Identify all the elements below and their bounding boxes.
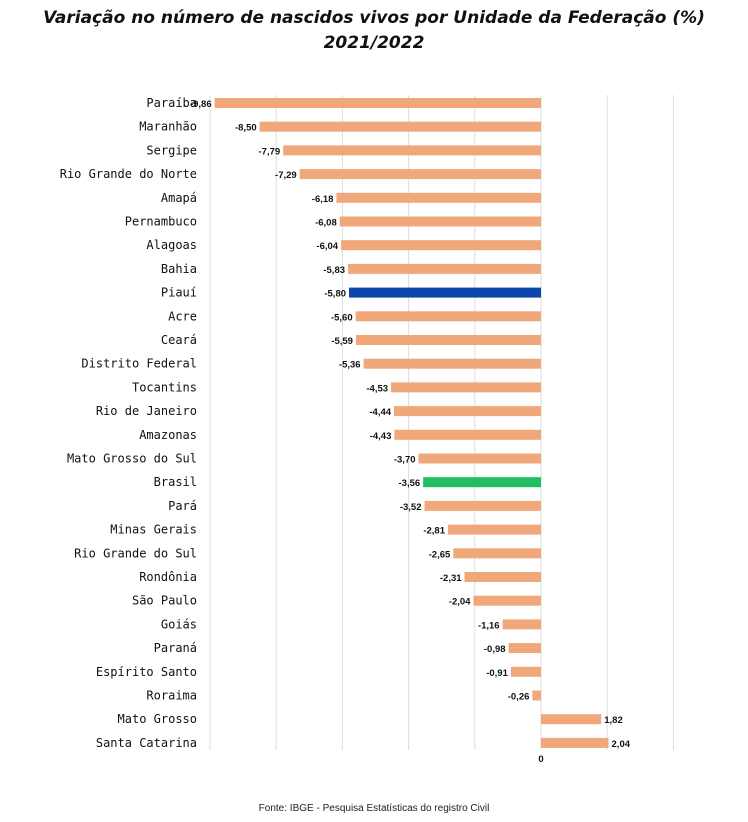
value-label: -7,79 — [258, 146, 280, 157]
category-label: Rio Grande do Sul — [74, 546, 197, 560]
bar — [355, 311, 541, 322]
bar — [355, 335, 541, 345]
category-label: Mato Grosso — [118, 712, 197, 726]
bar — [418, 453, 541, 464]
category-label: Bahia — [161, 262, 197, 276]
bar — [341, 240, 541, 251]
category-label: Goiás — [161, 617, 197, 631]
category-label: Maranhão — [139, 120, 197, 134]
value-label: 2,04 — [612, 739, 631, 750]
value-label: -2,65 — [429, 549, 451, 560]
value-label: -0,91 — [486, 668, 508, 679]
bar — [473, 595, 541, 606]
x-tick-label: 0 — [538, 754, 543, 765]
category-label: Mato Grosso do Sul — [67, 452, 197, 466]
bar — [336, 192, 541, 203]
bar — [283, 145, 541, 156]
category-label: Amazonas — [139, 428, 197, 442]
bar — [363, 358, 541, 369]
value-label: -5,59 — [331, 336, 353, 347]
value-label: -4,53 — [366, 383, 388, 394]
category-label: Minas Gerais — [110, 523, 197, 537]
bar — [510, 666, 541, 677]
value-label: -4,43 — [370, 431, 392, 442]
bar — [464, 572, 541, 582]
value-label: -2,31 — [440, 573, 462, 584]
bar — [453, 548, 541, 559]
category-label: Alagoas — [146, 238, 197, 252]
category-label: Distrito Federal — [81, 357, 197, 371]
category-label: Pará — [168, 499, 197, 513]
chart-title-line2: 2021/2022 — [323, 33, 425, 53]
category-label: Roraima — [146, 689, 197, 703]
value-label: -8,50 — [235, 123, 257, 134]
category-label: Amapá — [161, 191, 197, 205]
source-note: Fonte: IBGE - Pesquisa Estatísticas do r… — [258, 803, 490, 814]
value-label: -5,83 — [323, 265, 345, 276]
value-label: -5,80 — [324, 289, 346, 300]
bar — [259, 121, 541, 132]
category-label: Paraíba — [146, 96, 197, 110]
bar — [424, 500, 541, 511]
value-label: -2,81 — [423, 526, 445, 537]
chart-title: Variação no número de nascidos vivos por… — [0, 6, 748, 56]
bar-chart: Paraíba-9,86 Maranhão -8,50 Sergipe -7,79 Rio… — [60, 95, 674, 765]
value-label: -1,16 — [478, 620, 500, 631]
value-label: -0,26 — [508, 692, 530, 703]
category-label: Sergipe — [146, 143, 197, 157]
bar — [541, 737, 609, 748]
value-label: -5,60 — [331, 312, 353, 323]
value-label: -0,98 — [484, 644, 506, 655]
bar — [339, 216, 541, 227]
bar — [214, 98, 541, 108]
bar — [348, 263, 541, 274]
value-label: -5,36 — [339, 360, 361, 371]
bar — [391, 382, 541, 393]
category-label: Rio de Janeiro — [96, 404, 197, 418]
bar — [394, 406, 541, 417]
value-label: -6,18 — [312, 194, 334, 205]
category-label: Piauí — [161, 286, 197, 300]
bar — [423, 477, 541, 488]
value-label: 1,82 — [604, 715, 623, 726]
bar — [532, 690, 541, 701]
category-label: Santa Catarina — [96, 736, 197, 750]
value-label: -2,04 — [449, 597, 471, 608]
value-label: -3,52 — [400, 502, 422, 513]
category-label: Brasil — [154, 475, 197, 489]
value-label: -3,70 — [394, 455, 416, 466]
bar — [394, 429, 541, 440]
category-label: São Paulo — [132, 594, 197, 608]
value-label: -6,08 — [315, 218, 337, 229]
category-label: Rio Grande do Norte — [60, 167, 197, 181]
bar — [447, 524, 541, 535]
value-label: -9,86 — [190, 99, 212, 110]
value-label: -7,29 — [275, 170, 297, 181]
bar — [299, 169, 541, 180]
value-label: -6,04 — [316, 241, 338, 252]
category-label: Ceará — [161, 333, 197, 347]
bar — [541, 714, 602, 725]
category-label: Pernambuco — [125, 215, 197, 229]
chart-title-line1: Variação no número de nascidos vivos por… — [43, 8, 705, 28]
category-label: Tocantins — [132, 380, 197, 394]
category-label: Rondônia — [139, 570, 197, 584]
category-label: Espírito Santo — [96, 665, 197, 679]
value-label: -3,56 — [399, 478, 421, 489]
category-label: Paraná — [154, 641, 197, 655]
bar — [508, 643, 541, 654]
bar — [502, 619, 541, 630]
value-label: -4,44 — [369, 407, 391, 418]
category-label: Acre — [168, 309, 197, 323]
bar — [349, 287, 541, 298]
